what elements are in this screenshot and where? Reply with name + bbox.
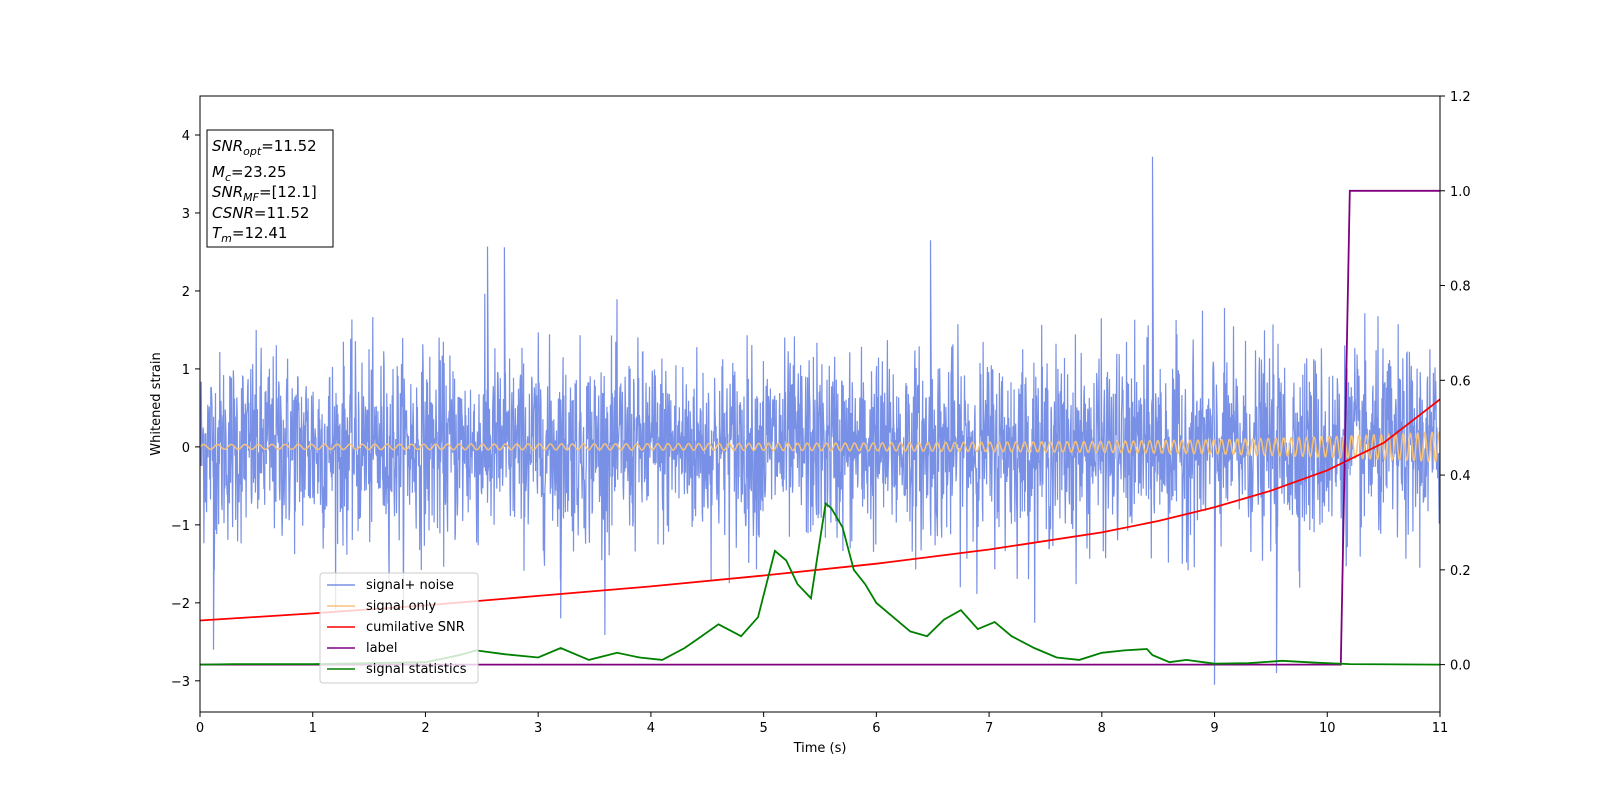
x-tick-label: 3 bbox=[534, 721, 542, 736]
svg-text:cumilative SNR: cumilative SNR bbox=[366, 620, 465, 635]
x-axis-label: Time (s) bbox=[793, 741, 847, 756]
info-csnr: CSNR=11.52 bbox=[212, 204, 309, 222]
y-left-tick-label: 0 bbox=[182, 441, 190, 456]
y-left-tick-label: 4 bbox=[182, 129, 190, 144]
y-right-tick-label: 0.6 bbox=[1450, 374, 1471, 389]
info-box: SNRopt=11.52 Mc=23.25 SNRMF=[12.1] CSNR=… bbox=[206, 129, 334, 248]
legend-item-label: label bbox=[327, 641, 397, 656]
y-left-tick-label: −3 bbox=[171, 675, 190, 690]
x-tick-label: 9 bbox=[1210, 721, 1218, 736]
y-right-tick-label: 0.0 bbox=[1450, 659, 1471, 674]
legend-item-signal-only: signal only bbox=[327, 599, 436, 614]
x-tick-label: 10 bbox=[1319, 721, 1336, 736]
legend-item-cumilative-snr: cumilative SNR bbox=[327, 620, 465, 635]
y-left-tick-label: −1 bbox=[171, 519, 190, 534]
y-left-tick-label: 2 bbox=[182, 285, 190, 300]
series-signal-noise-line bbox=[200, 156, 1440, 685]
y-left-tick-label: 1 bbox=[182, 363, 190, 378]
x-tick-label: 2 bbox=[421, 721, 429, 736]
x-tick-label: 11 bbox=[1432, 721, 1449, 736]
x-tick-label: 8 bbox=[1098, 721, 1106, 736]
y-right-tick-label: 1.0 bbox=[1450, 185, 1471, 200]
x-tick-label: 5 bbox=[759, 721, 767, 736]
y-axis-label: Whitened strain bbox=[149, 352, 164, 455]
svg-text:signal+ noise: signal+ noise bbox=[366, 578, 454, 593]
series-signal-only-line bbox=[200, 431, 1440, 463]
series-label-line bbox=[200, 189, 1440, 666]
svg-text:signal statistics: signal statistics bbox=[366, 662, 467, 677]
info-mc: Mc=23.25 bbox=[212, 163, 287, 184]
y-right-tick-label: 1.2 bbox=[1450, 90, 1471, 105]
legend-item-signal-noise: signal+ noise bbox=[327, 578, 454, 593]
legend-item-signal-statistics: signal statistics bbox=[327, 662, 467, 677]
svg-text:signal only: signal only bbox=[366, 599, 436, 614]
info-snr-opt: SNRopt=11.52 bbox=[212, 137, 317, 158]
x-tick-label: 7 bbox=[985, 721, 993, 736]
y-right-tick-label: 0.4 bbox=[1450, 469, 1471, 484]
y-left-tick-label: −2 bbox=[171, 597, 190, 612]
y-right-tick-label: 0.8 bbox=[1450, 280, 1471, 295]
x-tick-label: 0 bbox=[196, 721, 204, 736]
legend: signal+ noise signal only cumilative SNR… bbox=[319, 572, 479, 684]
x-tick-label: 1 bbox=[309, 721, 317, 736]
info-snr-mf: SNRMF=[12.1] bbox=[212, 183, 317, 204]
series-signal-statistics-line bbox=[200, 501, 1440, 666]
svg-text:label: label bbox=[366, 641, 397, 656]
x-tick-label: 4 bbox=[647, 721, 655, 736]
x-tick-label: 6 bbox=[872, 721, 880, 736]
info-tm: Tm=12.41 bbox=[212, 224, 287, 245]
y-right-tick-label: 0.2 bbox=[1450, 564, 1471, 579]
plot-frame bbox=[199, 95, 1441, 713]
y-left-tick-label: 3 bbox=[182, 207, 190, 222]
legend-frame bbox=[319, 572, 479, 684]
